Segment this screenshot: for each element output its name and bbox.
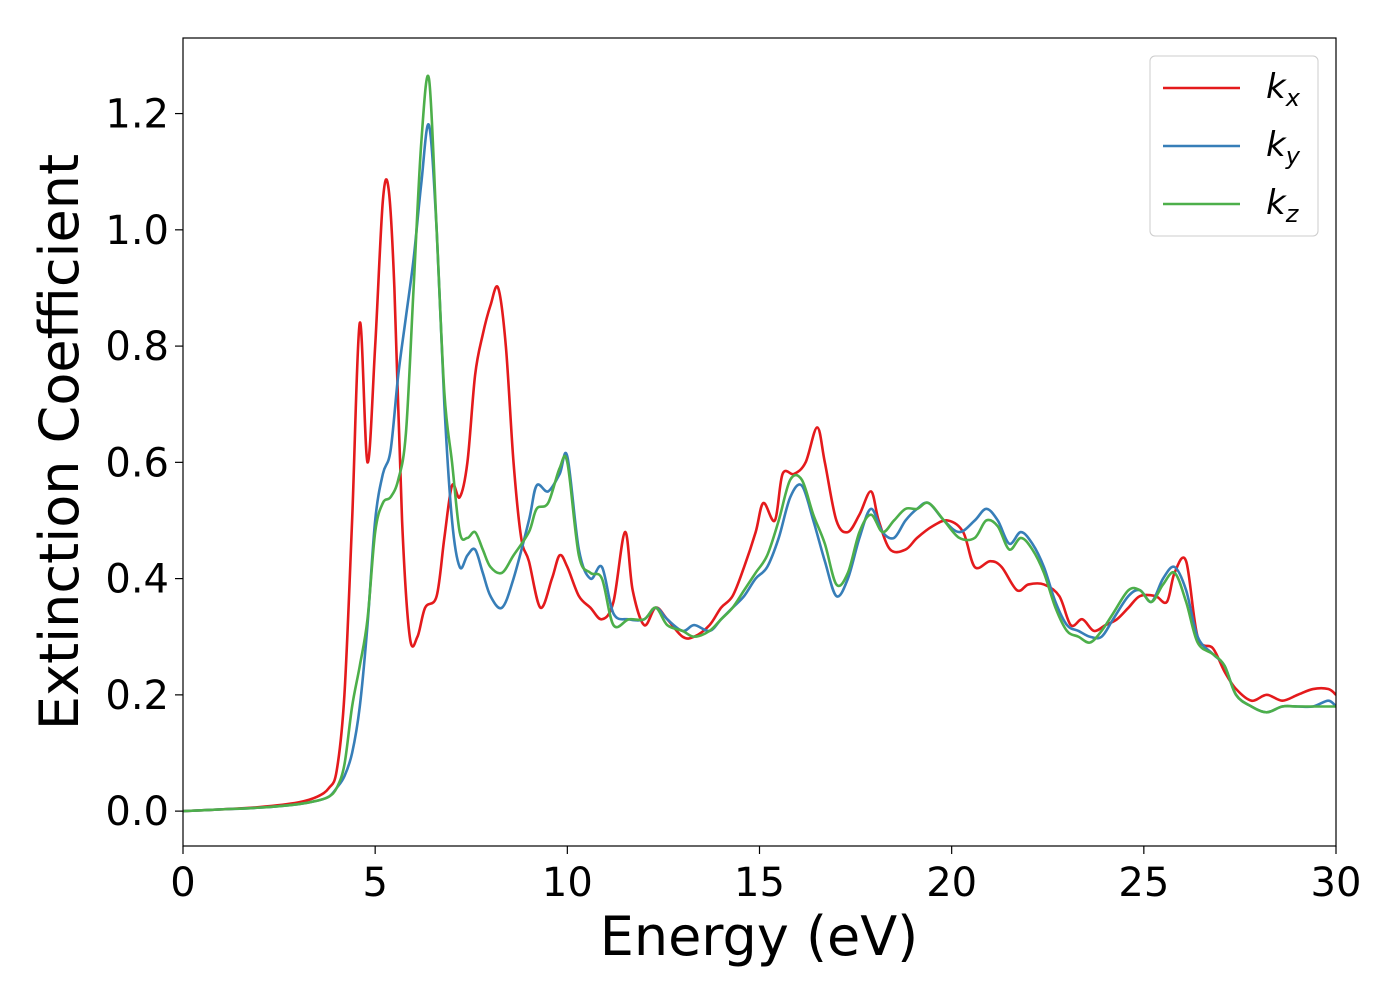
- y-tick-label: 0.0: [105, 789, 169, 835]
- series-line-x: [183, 178, 1336, 813]
- x-tick-label: 20: [926, 860, 977, 906]
- x-tick-label: 25: [1118, 860, 1169, 906]
- x-axis-ticks: 0 5 10 15 20 25 30: [170, 846, 1361, 906]
- y-tick-label: 0.8: [105, 324, 169, 370]
- legend: kx ky kz: [1149, 55, 1319, 237]
- y-tick-label: 1.2: [105, 92, 169, 138]
- legend-label-x: kx: [1266, 67, 1301, 112]
- x-tick-label: 10: [542, 860, 593, 906]
- legend-label-y: ky: [1266, 125, 1301, 170]
- y-axis-title: Extinction Coefficient: [28, 154, 91, 730]
- x-tick-label: 15: [734, 860, 785, 906]
- x-tick-label: 0: [170, 860, 195, 906]
- y-tick-label: 0.2: [105, 673, 169, 719]
- y-tick-label: 0.4: [105, 557, 169, 603]
- y-tick-label: 0.6: [105, 440, 169, 486]
- legend-entries: kx ky kz: [1163, 67, 1301, 228]
- series-layer: [183, 74, 1336, 813]
- y-axis-ticks: 0.0 0.2 0.4 0.6 0.8 1.0 1.2: [105, 92, 183, 835]
- series-line-z: [183, 74, 1336, 813]
- x-axis-title: Energy (eV): [600, 905, 919, 968]
- x-tick-label: 30: [1311, 860, 1362, 906]
- x-tick-label: 5: [362, 860, 387, 906]
- legend-label-z: kz: [1266, 183, 1300, 228]
- y-tick-label: 1.0: [105, 208, 169, 254]
